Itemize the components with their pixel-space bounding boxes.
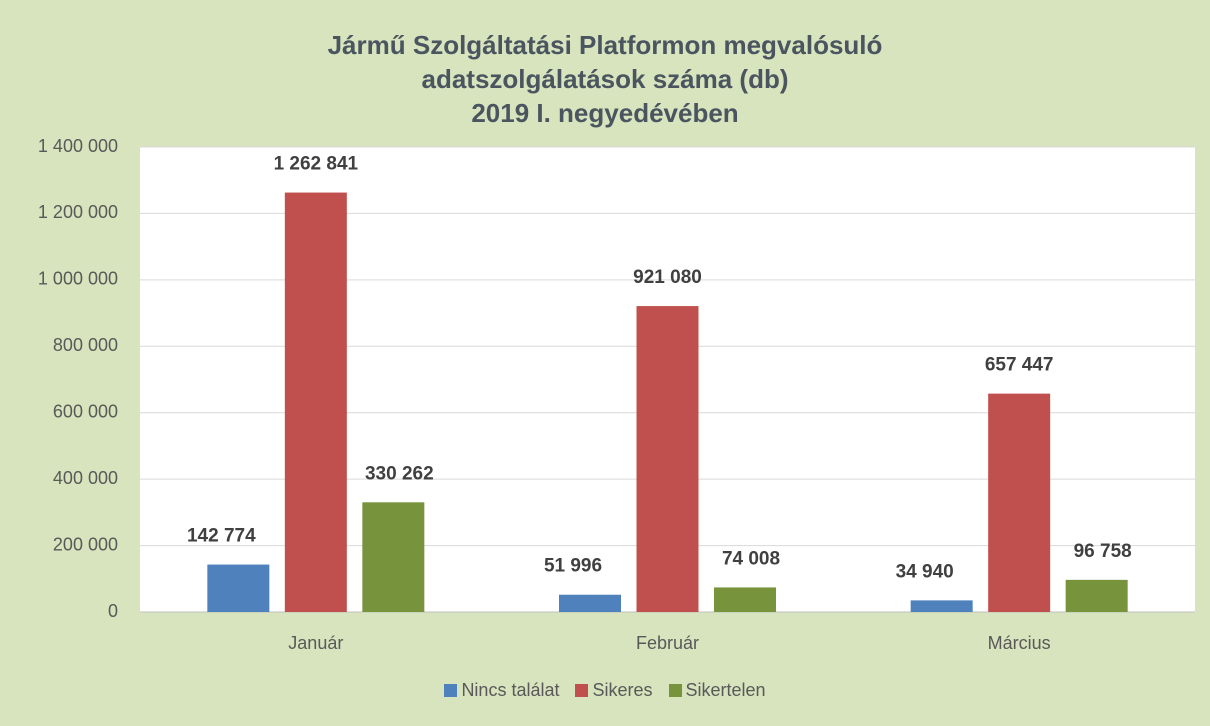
chart-title: Jármű Szolgáltatási Platformon megvalósu… [327, 30, 883, 128]
value-label: 1 262 841 [274, 154, 359, 175]
y-tick-label: 1 200 000 [38, 202, 118, 222]
bar [1065, 579, 1128, 612]
value-label: 34 940 [896, 561, 954, 582]
y-tick-label: 0 [108, 601, 118, 621]
legend-swatch [575, 684, 589, 697]
legend-label: Sikertelen [685, 680, 766, 700]
y-tick-label: 400 000 [53, 468, 118, 488]
legend: Nincs találat Sikeres Sikertelen [0, 680, 1210, 701]
bar [988, 393, 1051, 612]
bar [636, 306, 699, 612]
legend-item: Sikeres [575, 680, 653, 701]
x-tick-label: Január [288, 633, 343, 653]
legend-item: Sikertelen [668, 680, 766, 701]
y-tick-label: 800 000 [53, 335, 118, 355]
bar [714, 587, 776, 612]
bar [362, 502, 425, 612]
value-label: 74 008 [722, 548, 780, 569]
bar [559, 594, 621, 612]
y-tick-label: 200 000 [53, 534, 118, 554]
legend-swatch [668, 684, 682, 697]
value-label: 51 996 [544, 556, 602, 577]
bar [207, 564, 270, 612]
y-tick-label: 1 000 000 [38, 269, 118, 289]
value-label: 921 080 [633, 267, 702, 288]
value-label: 142 774 [187, 526, 256, 547]
x-tick-label: Március [988, 633, 1051, 653]
value-label: 657 447 [985, 355, 1054, 376]
legend-item: Nincs találat [444, 680, 559, 701]
legend-swatch [444, 684, 458, 697]
y-tick-label: 1 400 000 [38, 136, 118, 156]
legend-label: Nincs találat [461, 680, 560, 700]
legend-label: Sikeres [592, 680, 653, 700]
value-label: 96 758 [1074, 541, 1132, 562]
value-label: 330 262 [365, 463, 434, 484]
bar [910, 600, 973, 612]
y-tick-label: 600 000 [53, 401, 118, 421]
bar [284, 192, 347, 612]
x-tick-label: Február [636, 633, 699, 653]
